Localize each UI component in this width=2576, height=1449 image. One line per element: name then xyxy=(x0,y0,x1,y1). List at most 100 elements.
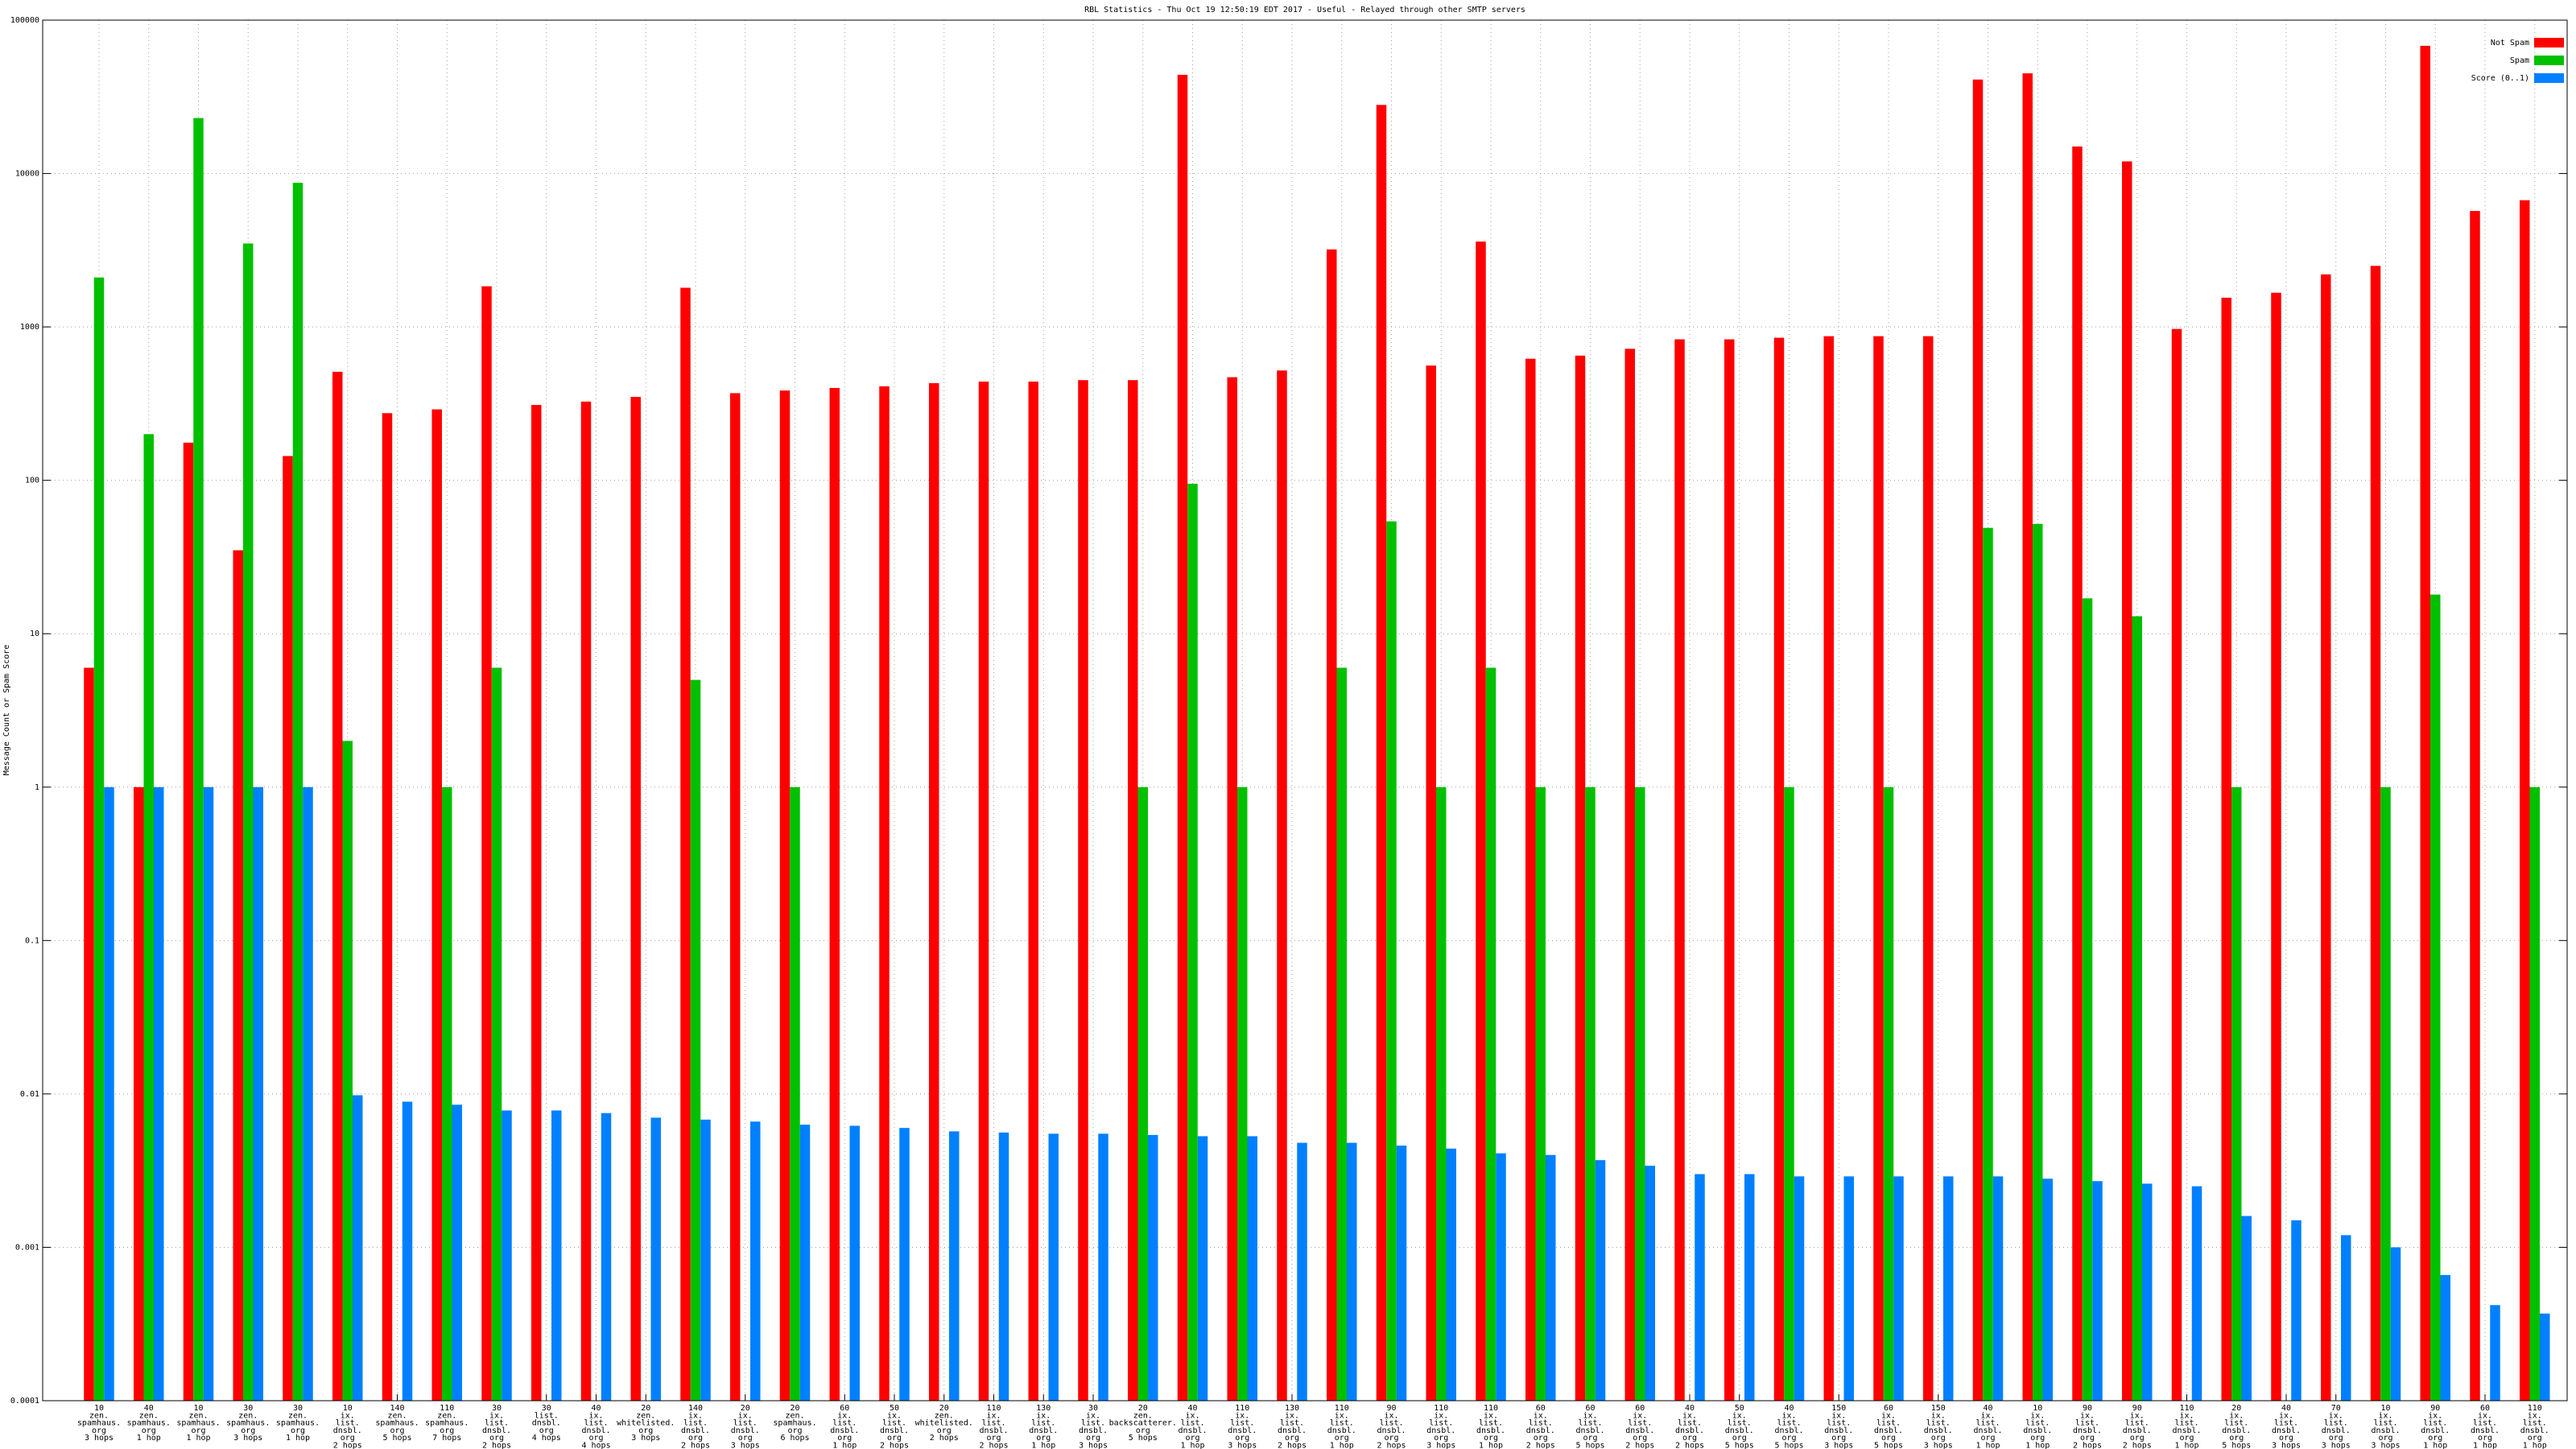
bar xyxy=(1674,339,1685,1401)
bar xyxy=(1028,382,1038,1401)
x-tick-label-line: org xyxy=(489,1434,504,1443)
x-tick-label-line: dnsbl. xyxy=(1675,1426,1704,1435)
x-tick-label: 20 ix. list. dnsbl. org 5 hops xyxy=(2222,1404,2251,1449)
x-tick-label-line: zen. xyxy=(636,1411,655,1420)
x-tick-label-line: dnsbl. xyxy=(2322,1426,2351,1435)
bar xyxy=(1972,79,1984,1402)
x-tick-label-line: whitelisted. xyxy=(617,1419,675,1428)
bar xyxy=(1784,786,1794,1401)
bar xyxy=(402,1101,413,1401)
bar xyxy=(1535,786,1546,1401)
x-tick-label-line: 110 xyxy=(1434,1404,1448,1413)
x-tick-label-line: 5 hops xyxy=(1575,1442,1604,1449)
bar xyxy=(183,442,194,1402)
x-tick-label: 10 ix. list. dnsbl. org 2 hops xyxy=(333,1404,362,1449)
x-tick-label-line: dnsbl. xyxy=(1278,1426,1307,1435)
x-tick-label-line: 50 xyxy=(1735,1404,1744,1413)
bar xyxy=(630,396,641,1402)
legend-swatch xyxy=(2534,73,2564,83)
x-tick-label-line: org xyxy=(390,1426,404,1435)
bar xyxy=(452,1104,462,1401)
x-tick-label-line: 1 hop xyxy=(2174,1442,2198,1449)
x-tick-label-line: 110 xyxy=(2179,1404,2194,1413)
x-tick-label-line: 5 hops xyxy=(1774,1442,1803,1449)
x-tick-label-line: 40 xyxy=(1983,1404,1992,1413)
x-tick-label-line: backscatterer. xyxy=(1109,1419,1177,1428)
legend-label: Spam xyxy=(2510,56,2529,65)
bar xyxy=(2380,786,2391,1401)
bar xyxy=(1237,786,1248,1401)
bar xyxy=(233,550,243,1401)
bar xyxy=(2122,161,2132,1401)
x-tick-label-line: 140 xyxy=(688,1404,703,1413)
x-tick-label-line: list. xyxy=(1926,1419,1951,1428)
x-tick-label-line: 1 hop xyxy=(2523,1442,2547,1449)
bar xyxy=(502,1110,512,1401)
x-tick-label-line: org xyxy=(241,1426,255,1435)
x-tick-label-line: 5 hops xyxy=(382,1434,411,1443)
x-tick-label-line: org xyxy=(738,1434,753,1443)
bar xyxy=(1794,1176,1805,1401)
x-tick-label-line: 2 hops xyxy=(2123,1442,2152,1449)
x-tick-label-line: org xyxy=(1185,1434,1199,1443)
bar xyxy=(1128,380,1138,1402)
x-tick-label-line: 1 hop xyxy=(137,1434,161,1443)
x-tick-label: 30 ix. list. dnsbl. org 3 hops xyxy=(1079,1404,1108,1449)
x-tick-label-line: org xyxy=(1583,1434,1597,1443)
x-tick-label-line: org xyxy=(1881,1434,1896,1443)
x-tick-label-line: 2 hops xyxy=(1377,1442,1406,1449)
y-tick-label: 100000 xyxy=(10,16,39,25)
bar xyxy=(730,393,741,1401)
x-tick-label-line: 2 hops xyxy=(880,1442,909,1449)
bar xyxy=(154,786,164,1401)
x-tick-label-line: dnsbl. xyxy=(1874,1426,1903,1435)
x-tick-label-line: 2 hops xyxy=(681,1442,710,1449)
x-tick-label-line: ix. xyxy=(1086,1411,1100,1420)
x-tick-label: 20 zen. whitelisted. org 3 hops xyxy=(617,1404,675,1443)
bar xyxy=(1635,786,1645,1401)
x-tick-label: 10 zen. spamhaus. org 1 hop xyxy=(176,1404,220,1443)
x-tick-label-line: 3 hops xyxy=(2322,1442,2351,1449)
x-tick-label: 30 zen. spamhaus. org 1 hop xyxy=(276,1404,320,1443)
x-tick-label-line: 1 hop xyxy=(1975,1442,2000,1449)
x-tick-label-line: org xyxy=(1086,1434,1100,1443)
x-tick-label-line: dnsbl. xyxy=(1774,1426,1803,1435)
x-tick-label-line: dnsbl. xyxy=(2421,1426,2450,1435)
bar xyxy=(1585,786,1596,1401)
x-tick-label-line: ix. xyxy=(341,1411,355,1420)
x-tick-label-line: spamhaus. xyxy=(375,1419,419,1428)
bar xyxy=(1595,1160,1606,1401)
x-tick-label-line: 3 hops xyxy=(2272,1442,2301,1449)
x-tick-label-line: dnsbl. xyxy=(1029,1426,1058,1435)
x-tick-label-line: dnsbl. xyxy=(1625,1426,1654,1435)
x-tick-label-line: list. xyxy=(1280,1419,1304,1428)
x-tick-label-line: list. xyxy=(1479,1419,1503,1428)
bar xyxy=(1943,1176,1954,1401)
x-tick-label-line: list. xyxy=(584,1419,608,1428)
x-tick-label-line: org xyxy=(1136,1426,1150,1435)
x-tick-label-line: org xyxy=(2229,1434,2244,1443)
x-tick-label-line: 6 hops xyxy=(780,1434,809,1443)
legend-swatch xyxy=(2534,38,2564,47)
x-tick-label-line: ix. xyxy=(1036,1411,1051,1420)
x-tick-label-line: 2 hops xyxy=(1526,1442,1555,1449)
bar xyxy=(2221,297,2231,1402)
x-tick-label-line: org xyxy=(539,1426,554,1435)
x-tick-label-line: 1 hop xyxy=(2473,1442,2497,1449)
bar xyxy=(1187,483,1198,1401)
bar xyxy=(779,390,791,1401)
x-tick-label-line: 3 hops xyxy=(2371,1442,2400,1449)
bar xyxy=(580,401,592,1401)
bar xyxy=(899,1128,910,1401)
x-tick-label-line: ix. xyxy=(1583,1411,1597,1420)
bar xyxy=(1992,1176,2004,1401)
bar xyxy=(253,786,263,1401)
x-tick-label-line: 20 xyxy=(790,1404,799,1413)
bar xyxy=(1476,242,1486,1401)
x-tick-label-line: dnsbl. xyxy=(1228,1426,1257,1435)
x-tick-label-line: dnsbl. xyxy=(1476,1426,1505,1435)
x-tick-label-line: list. xyxy=(2174,1419,2198,1428)
bar xyxy=(1843,1176,1854,1401)
chart-title: RBL Statistics - Thu Oct 19 12:50:19 EDT… xyxy=(1084,6,1525,14)
plot-frame xyxy=(42,19,2568,1402)
